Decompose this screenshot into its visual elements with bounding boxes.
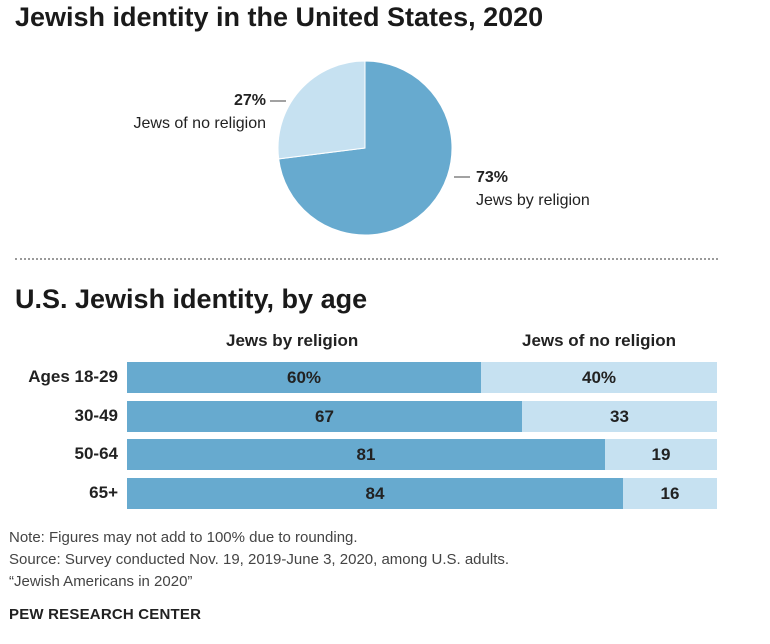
bar-segment-religion: 84 (127, 478, 623, 509)
report-title-text: “Jewish Americans in 2020” (9, 573, 193, 590)
source-text: Source: Survey conducted Nov. 19, 2019-J… (9, 551, 510, 568)
pie-name-religion: Jews by religion (476, 192, 590, 209)
note-text: Note: Figures may not add to 100% due to… (9, 529, 358, 546)
row-label: 30-49 (74, 406, 118, 425)
pie-label-no-religion: 27% Jews of no religion (133, 89, 266, 135)
column-header-religion: Jews by religion (226, 331, 359, 350)
bar-chart-title: U.S. Jewish identity, by age (15, 284, 368, 314)
pie-name-no-religion: Jews of no religion (133, 115, 266, 132)
pie-value-religion: 73% (476, 169, 509, 186)
row-label: 65+ (89, 483, 118, 502)
pew-research-center-logo-text: PEW RESEARCH CENTER (9, 606, 202, 623)
pie-value-no-religion: 27% (233, 92, 266, 109)
row-label: 50-64 (74, 444, 118, 463)
pie-chart (270, 60, 470, 236)
pie-chart-title: Jewish identity in the United States, 20… (15, 2, 544, 32)
bar-segment-no-religion: 16 (623, 478, 717, 509)
pie-slice-jews-of-no-religion (277, 60, 366, 160)
bar-segment-religion: 60% (127, 362, 481, 393)
bar-segment-no-religion: 19 (605, 439, 717, 470)
bar-segment-no-religion: 33 (522, 401, 717, 432)
section-divider (15, 258, 718, 260)
bar-segment-religion: 67 (127, 401, 522, 432)
column-header-no-religion: Jews of no religion (522, 331, 676, 350)
row-label: Ages 18-29 (28, 367, 118, 386)
pie-label-religion: 73% Jews by religion (476, 166, 590, 212)
bar-segment-no-religion: 40% (481, 362, 717, 393)
bar-segment-religion: 81 (127, 439, 605, 470)
